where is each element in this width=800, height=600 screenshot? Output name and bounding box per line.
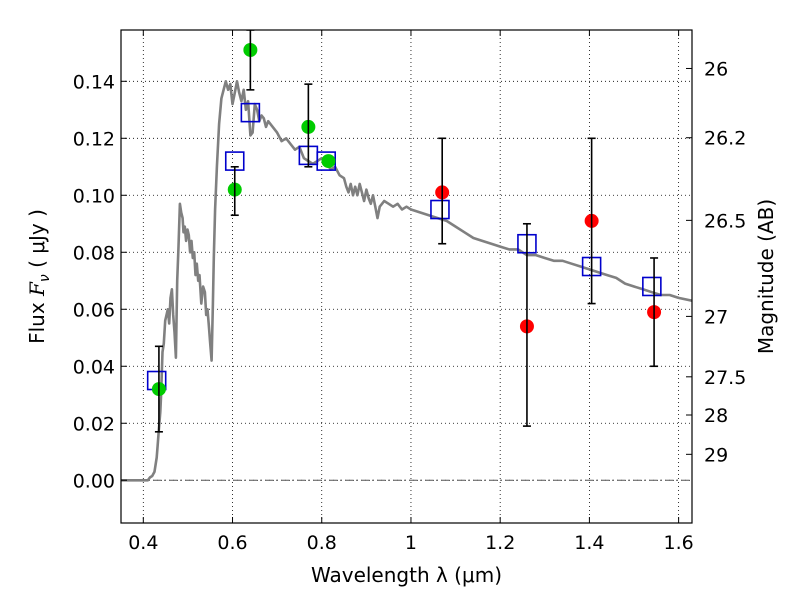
error-bar [650, 257, 659, 368]
y2-tick-label: 26.2 [704, 128, 746, 150]
x-axis-label: Wavelength λ (μm) [311, 563, 502, 587]
error-bar [230, 165, 239, 217]
y-tick-label: 0.10 [73, 185, 115, 207]
x-tick-label: 0.8 [307, 532, 337, 554]
y-tick-label: 0.00 [73, 470, 115, 492]
y-tick-label: 0.04 [73, 356, 115, 378]
x-tick-label: 1.2 [485, 532, 515, 554]
y2-tick-label: 26 [704, 58, 728, 80]
x-tick-label: 1.6 [664, 532, 694, 554]
y2-tick-label: 28 [704, 405, 728, 427]
grid-lines [121, 30, 692, 523]
y2-tick-label: 26.5 [704, 210, 746, 232]
model-flux-square-marker [430, 199, 450, 220]
model-spectrum-line [121, 80, 692, 482]
error-bar [438, 137, 447, 245]
y-tick-label: 0.12 [73, 128, 115, 150]
y-tick-label: 0.02 [73, 413, 115, 435]
y-tick-label: 0.08 [73, 242, 115, 264]
x-tick-label: 0.6 [217, 532, 247, 554]
y-axis-label-symbol: F [25, 281, 49, 297]
model-flux-square-marker [642, 276, 662, 297]
error-bar [304, 83, 313, 168]
green-photometry-point [321, 154, 336, 169]
plot-frame [120, 29, 693, 524]
x-tick-label: 1 [405, 532, 417, 554]
y-axis-label: Flux Fν ( μJy ) [25, 209, 53, 344]
model-flux-square-marker [240, 102, 261, 123]
axes: 0.4 0.6 0.8 1 1.2 1.4 1.6 0.00 0.02 0.04 0.06 0.08 0… [73, 30, 746, 554]
error-bar [587, 137, 596, 305]
y2-tick-label: 27 [704, 306, 728, 328]
y-axis-label-subscript: ν [37, 274, 53, 282]
y2-tick-label: 29 [704, 444, 728, 466]
secondary-y-axis-label: Magnitude (AB) [754, 199, 778, 354]
x-tick-label: 1.4 [574, 532, 604, 554]
y-tick-label: 0.06 [73, 299, 115, 321]
y-axis-label-prefix: Flux [25, 296, 49, 344]
y-tick-label: 0.14 [73, 71, 115, 93]
x-tick-label: 0.4 [128, 532, 158, 554]
error-bar [522, 222, 531, 427]
y-axis-label-suffix: ( μJy ) [25, 209, 49, 274]
y2-tick-label: 27.5 [704, 367, 746, 389]
error-bar [154, 345, 163, 433]
plot-area [121, 30, 692, 482]
error-bar [246, 30, 255, 91]
